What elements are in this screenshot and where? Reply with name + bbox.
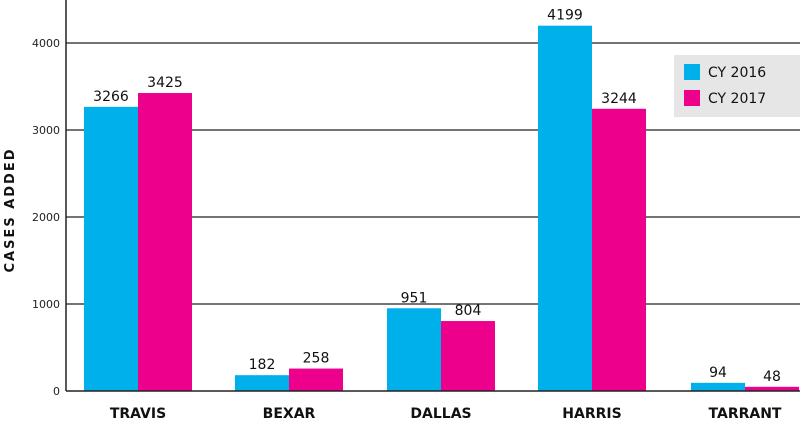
data-label: 951 <box>401 290 428 306</box>
y-axis-label: CASES ADDED <box>3 147 18 272</box>
bar <box>691 382 745 391</box>
bar <box>538 25 592 391</box>
data-label: 3244 <box>601 91 637 107</box>
bar <box>745 386 799 391</box>
bar <box>235 375 289 391</box>
legend: CY 2016 CY 2017 <box>674 55 800 117</box>
x-tick-label: TARRANT <box>709 406 782 422</box>
y-tick-label: 3000 <box>32 124 60 137</box>
axes <box>65 0 800 392</box>
x-tick-label: BEXAR <box>263 406 316 422</box>
bar <box>138 93 192 392</box>
legend-label: CY 2017 <box>708 91 766 107</box>
data-label: 48 <box>763 369 781 385</box>
legend-label: CY 2016 <box>708 65 766 81</box>
x-tick-label: TRAVIS <box>110 406 166 422</box>
data-label: 3425 <box>147 75 183 91</box>
bar <box>84 106 138 391</box>
bar <box>387 308 441 391</box>
data-label: 182 <box>249 357 276 373</box>
y-tick-label: 4000 <box>32 37 60 50</box>
data-label: 94 <box>709 365 727 381</box>
data-label: 804 <box>455 303 482 319</box>
x-tick-label: HARRIS <box>562 406 621 422</box>
x-tick-label: DALLAS <box>410 406 471 422</box>
bar <box>592 108 646 391</box>
bars <box>84 25 799 392</box>
y-tick-label: 2000 <box>32 211 60 224</box>
y-tick-label: 1000 <box>32 298 60 311</box>
legend-swatch <box>684 90 700 106</box>
data-label: 258 <box>303 351 330 367</box>
bar <box>289 368 343 391</box>
y-tick-label: 0 <box>53 385 60 398</box>
labels: 0 1000 2000 3000 4000 3266 3425 TRAVIS 182 258 BEX… <box>32 8 782 422</box>
data-label: 3266 <box>93 89 129 105</box>
bar <box>441 321 495 391</box>
data-label: 4199 <box>547 8 583 24</box>
legend-swatch <box>684 64 700 80</box>
